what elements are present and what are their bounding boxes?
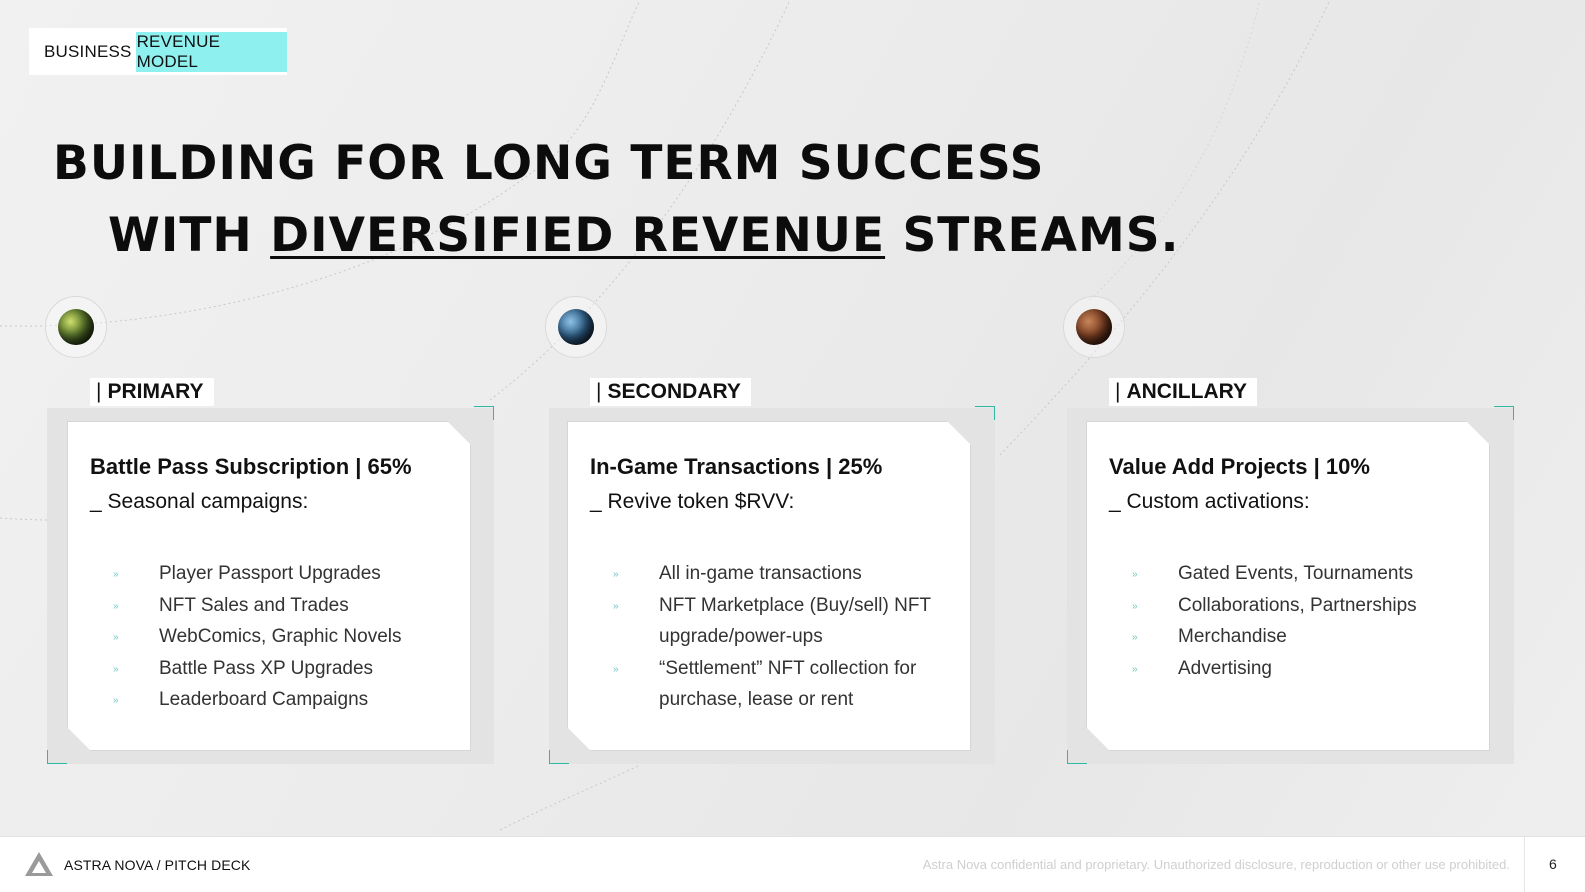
footer-brand: ASTRA NOVA / PITCH DECK [64,857,251,873]
list-item: All in-game transactions [590,558,948,590]
column-label-secondary: | SECONDARY [590,378,751,406]
page-headline: BUILDING FOR LONG TERM SUCCESS WITH DIVE… [53,128,1180,272]
list-item: NFT Sales and Trades [90,590,448,622]
list-item: Merchandise [1109,621,1467,653]
headline-line2-post: STREAMS. [902,208,1180,263]
revenue-card-secondary: In-Game Transactions | 25% _ Revive toke… [567,421,971,751]
card-item-list: Player Passport Upgrades NFT Sales and T… [90,558,448,716]
corner-bracket [47,750,67,764]
section-tag-highlight: REVENUE MODEL [135,31,287,72]
footer-confidential-notice: Astra Nova confidential and proprietary.… [922,857,1510,872]
list-item: Battle Pass XP Upgrades [90,653,448,685]
corner-bracket [1494,406,1514,420]
headline-underlined-text: DIVERSIFIED REVENUE [270,208,886,263]
revenue-card-ancillary: Value Add Projects | 10% _ Custom activa… [1086,421,1490,751]
card-subtitle: _ Revive token $RVV: [590,490,795,513]
page-number: 6 [1549,856,1557,872]
list-item: “Settlement” NFT collection for purchase… [590,653,948,716]
column-label-text: SECONDARY [607,380,741,403]
corner-bracket [975,406,995,420]
list-item: Leaderboard Campaigns [90,684,448,716]
section-tag-prefix: BUSINESS [44,41,132,61]
list-item: Advertising [1109,653,1467,685]
list-item: Player Passport Upgrades [90,558,448,590]
revenue-card-primary: Battle Pass Subscription | 65% _ Seasona… [67,421,471,751]
footer-bar: ASTRA NOVA / PITCH DECK Astra Nova confi… [0,836,1585,892]
list-item: NFT Marketplace (Buy/sell) NFT upgrade/p… [590,590,948,653]
column-label-text: PRIMARY [107,380,204,403]
green-planet-icon [58,309,94,345]
card-title: Battle Pass Subscription | 65% [90,454,412,479]
corner-bracket [474,406,494,420]
column-label-ancillary: | ANCILLARY [1109,378,1258,406]
planet-icon-green-ring [45,296,107,358]
astra-nova-logo-icon [25,852,53,876]
section-tag: BUSINESS REVENUE MODEL [29,28,287,75]
headline-line2: WITH DIVERSIFIED REVENUE STREAMS. [53,200,1180,272]
corner-bracket [549,750,569,764]
card-title: In-Game Transactions | 25% [590,454,883,479]
card-item-list: Gated Events, Tournaments Collaborations… [1109,558,1467,684]
headline-line2-pre: WITH [108,208,253,263]
list-item: WebComics, Graphic Novels [90,621,448,653]
column-label-primary: | PRIMARY [90,378,214,406]
card-title: Value Add Projects | 10% [1109,454,1370,479]
list-item: Gated Events, Tournaments [1109,558,1467,590]
list-item: Collaborations, Partnerships [1109,590,1467,622]
footer-divider [1524,837,1525,892]
card-item-list: All in-game transactions NFT Marketplace… [590,558,948,716]
planet-icon-blue-ring [545,296,607,358]
headline-line1: BUILDING FOR LONG TERM SUCCESS [53,136,1045,191]
column-label-text: ANCILLARY [1126,380,1248,403]
corner-bracket [1067,750,1087,764]
card-subtitle: _ Seasonal campaigns: [90,490,309,513]
brown-planet-icon [1076,309,1112,345]
blue-planet-icon [558,309,594,345]
planet-icon-brown-ring [1063,296,1125,358]
card-subtitle: _ Custom activations: [1109,490,1310,513]
